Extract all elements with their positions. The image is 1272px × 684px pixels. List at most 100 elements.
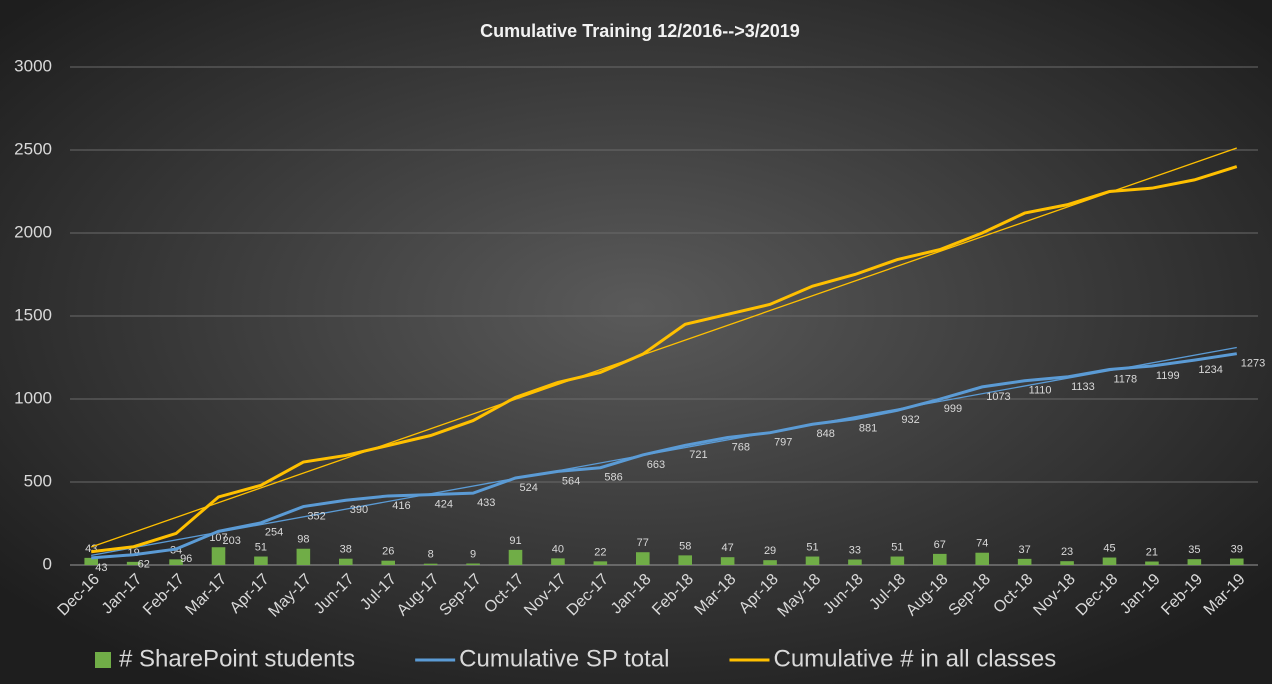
data-label: 37 xyxy=(1019,544,1031,556)
data-label: 1273 xyxy=(1241,358,1265,370)
data-label: 8 xyxy=(428,549,434,561)
chart-title: Cumulative Training 12/2016-->3/2019 xyxy=(480,21,800,41)
data-label: 524 xyxy=(520,482,538,494)
bar xyxy=(466,563,480,565)
bar xyxy=(635,552,650,565)
data-label: 433 xyxy=(477,497,495,509)
data-label: 564 xyxy=(562,475,580,487)
data-label: 848 xyxy=(817,428,835,440)
bar xyxy=(1187,559,1202,565)
bar xyxy=(678,555,693,565)
bar xyxy=(551,558,565,565)
data-label: 74 xyxy=(976,538,988,550)
bar xyxy=(381,560,396,565)
data-label: 107 xyxy=(209,532,227,544)
y-tick-label: 2000 xyxy=(14,222,52,241)
data-label: 22 xyxy=(594,546,606,558)
data-label: 43 xyxy=(95,562,107,574)
data-label: 881 xyxy=(859,423,877,435)
bar xyxy=(805,556,820,565)
bar xyxy=(890,556,905,565)
bar xyxy=(84,557,99,565)
data-label: 26 xyxy=(382,546,394,558)
data-label: 58 xyxy=(679,540,691,552)
line xyxy=(91,165,1238,554)
bar xyxy=(763,560,777,565)
data-label: 999 xyxy=(944,403,962,415)
legend-label: Cumulative SP total xyxy=(459,645,669,672)
data-label: 29 xyxy=(764,545,776,557)
bar xyxy=(1017,558,1032,565)
data-label: 67 xyxy=(934,539,946,551)
bar xyxy=(1145,561,1159,565)
data-label: 797 xyxy=(774,437,792,449)
bar xyxy=(254,556,268,565)
legend-label: # SharePoint students xyxy=(119,645,355,672)
data-label: 768 xyxy=(732,441,750,453)
data-label: 390 xyxy=(350,504,368,516)
bar xyxy=(211,547,226,565)
data-label: 1110 xyxy=(1029,385,1052,397)
data-label: 663 xyxy=(647,459,665,471)
bar xyxy=(1102,557,1117,565)
y-tick-label: 2500 xyxy=(14,139,52,158)
bar xyxy=(1229,558,1244,565)
data-label: 91 xyxy=(509,535,521,547)
y-tick-label: 0 xyxy=(43,554,52,573)
y-tick-label: 500 xyxy=(24,471,52,490)
data-label: 98 xyxy=(297,534,309,546)
data-label: 35 xyxy=(1188,544,1200,556)
data-label: 51 xyxy=(891,541,903,553)
data-label: 96 xyxy=(180,553,192,565)
bar xyxy=(169,559,183,565)
data-label: 721 xyxy=(689,449,707,461)
bar xyxy=(338,558,353,565)
bar xyxy=(296,548,311,565)
data-label: 47 xyxy=(722,542,734,554)
line xyxy=(91,352,1238,560)
data-label: 416 xyxy=(392,500,410,512)
trend-line xyxy=(91,147,1237,548)
data-label: 424 xyxy=(435,499,453,511)
bar xyxy=(593,561,608,565)
data-label: 23 xyxy=(1061,546,1073,558)
data-label: 33 xyxy=(849,544,861,556)
data-label: 254 xyxy=(265,527,283,539)
data-label: 38 xyxy=(340,544,352,556)
bar xyxy=(975,552,990,565)
data-label: 1073 xyxy=(986,391,1010,403)
y-tick-label: 1000 xyxy=(14,388,52,407)
bar xyxy=(932,553,947,565)
y-tick-label: 1500 xyxy=(14,305,52,324)
data-label: 1178 xyxy=(1114,373,1138,385)
bar xyxy=(848,559,862,565)
data-label: 45 xyxy=(1103,542,1115,554)
data-label: 43 xyxy=(85,543,97,555)
data-label: 203 xyxy=(223,535,241,547)
bar xyxy=(720,557,735,565)
y-tick-label: 3000 xyxy=(14,56,52,75)
data-label: 9 xyxy=(470,548,476,560)
data-label: 1133 xyxy=(1071,381,1095,393)
data-label: 39 xyxy=(1231,543,1243,555)
data-label: 1234 xyxy=(1198,364,1222,376)
data-label: 77 xyxy=(637,537,649,549)
data-label: 51 xyxy=(255,541,267,553)
data-label: 1199 xyxy=(1156,370,1180,382)
bar xyxy=(508,549,523,565)
data-label: 932 xyxy=(901,414,919,426)
data-label: 352 xyxy=(307,510,325,522)
data-label: 51 xyxy=(806,541,818,553)
data-label: 40 xyxy=(552,543,564,555)
legend-label: Cumulative # in all classes xyxy=(773,645,1056,672)
bar xyxy=(423,563,438,565)
legend-swatch xyxy=(95,652,111,668)
data-label: 21 xyxy=(1146,546,1158,558)
bar xyxy=(1060,561,1074,565)
data-label: 586 xyxy=(604,472,622,484)
bar xyxy=(126,561,141,565)
data-label: 62 xyxy=(138,559,150,571)
